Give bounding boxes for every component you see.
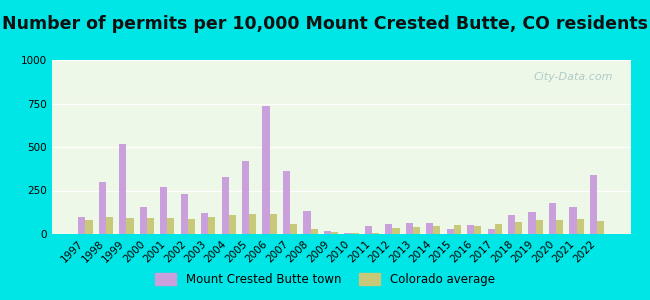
Bar (352, 233, 359, 234)
Bar (126, 218, 133, 234)
Bar (201, 213, 208, 234)
Bar (365, 226, 372, 234)
Bar (528, 212, 536, 234)
Bar (467, 225, 474, 234)
Bar (488, 229, 495, 234)
Bar (556, 220, 564, 234)
Bar (222, 177, 229, 234)
Bar (147, 218, 154, 234)
Bar (590, 175, 597, 234)
Bar (536, 220, 543, 234)
Bar (304, 212, 311, 234)
Bar (549, 203, 556, 234)
Bar (283, 171, 290, 234)
Bar (406, 223, 413, 234)
Bar (78, 217, 85, 234)
Bar (208, 217, 215, 234)
Bar (331, 232, 338, 234)
Bar (474, 226, 482, 234)
Bar (413, 227, 420, 234)
Bar (434, 226, 441, 234)
Bar (119, 143, 126, 234)
Bar (188, 219, 195, 234)
Bar (160, 187, 167, 234)
Bar (447, 229, 454, 234)
Bar (372, 233, 379, 234)
Bar (311, 229, 318, 234)
Bar (167, 218, 174, 234)
Bar (344, 233, 352, 234)
Bar (597, 221, 604, 234)
Bar (181, 194, 188, 234)
Bar (508, 215, 515, 234)
Bar (85, 220, 92, 234)
Bar (263, 106, 270, 234)
Bar (140, 207, 147, 234)
Bar (495, 224, 502, 234)
Text: Number of permits per 10,000 Mount Crested Butte, CO residents: Number of permits per 10,000 Mount Crest… (2, 15, 648, 33)
Bar (290, 224, 297, 234)
Bar (270, 214, 277, 234)
Bar (324, 230, 331, 234)
Bar (249, 214, 256, 234)
Bar (99, 182, 106, 234)
Legend: Mount Crested Butte town, Colorado average: Mount Crested Butte town, Colorado avera… (151, 268, 499, 291)
Bar (106, 217, 113, 234)
Bar (426, 223, 434, 234)
Bar (569, 207, 577, 234)
Bar (242, 161, 249, 234)
Bar (393, 228, 400, 234)
Bar (577, 219, 584, 234)
Bar (515, 222, 523, 234)
Bar (385, 224, 393, 234)
Text: City-Data.com: City-Data.com (534, 72, 613, 82)
Bar (454, 225, 461, 234)
Bar (229, 215, 236, 234)
